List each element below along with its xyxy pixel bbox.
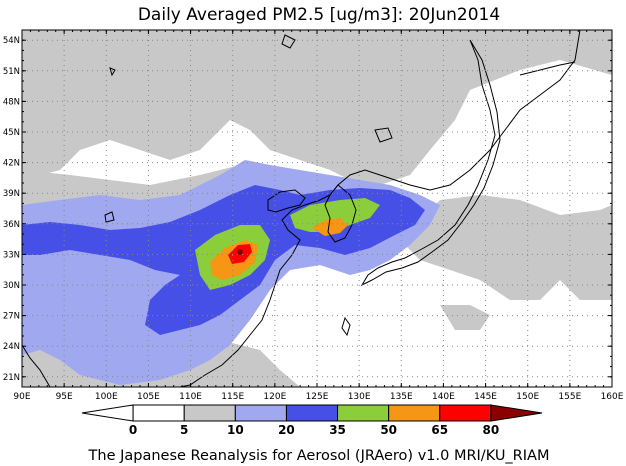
coast-lake-1 [281, 34, 296, 49]
coast-lake-3 [104, 211, 115, 223]
lat-tick-label: 45N [3, 128, 20, 138]
map-panel: 90E 95E 100E 105E 110E 115E 120E 125E 130E 135E 14… [3, 29, 624, 402]
latitude-labels: 54N 51N 48N 45N 42N 39N 36N 33N 30N 27N 24N 21N [3, 36, 20, 383]
colorbar-cell [183, 404, 236, 422]
colorbar-cell [81, 404, 134, 422]
orange-region-east [312, 218, 348, 236]
graticule [22, 30, 612, 387]
colorbar-level-label: 35 [329, 423, 346, 437]
coast-taiwan [341, 316, 351, 337]
colorbar-level-label: 50 [380, 423, 397, 437]
colorbar-cell [234, 404, 287, 422]
colorbar-level-label: 0 [129, 423, 137, 437]
colorbar-level-label: 80 [483, 423, 500, 437]
colorbar-level-label: 20 [278, 423, 295, 437]
lon-tick-label: 160E [601, 392, 624, 402]
coast-korea [324, 184, 357, 243]
lon-tick-label: 100E [95, 392, 118, 402]
lon-tick-label: 95E [56, 392, 73, 402]
pm25-shading [22, 30, 612, 387]
longitude-labels: 90E 95E 100E 105E 110E 115E 120E 125E 130E 135E 14… [13, 392, 623, 402]
lon-tick-label: 145E [474, 392, 497, 402]
lon-tick-label: 120E [263, 392, 286, 402]
lon-tick-label: 90E [13, 392, 30, 402]
lon-tick-label: 130E [348, 392, 371, 402]
coast-kuril [519, 61, 576, 76]
lat-tick-label: 42N [3, 159, 20, 169]
peak-spot [237, 249, 243, 255]
gray-region-north [22, 30, 612, 185]
colorbar-cell [439, 404, 492, 422]
lon-tick-label: 125E [306, 392, 329, 402]
colorbar-cell [337, 404, 390, 422]
lon-tick-label: 105E [137, 392, 160, 402]
lon-tick-label: 135E [390, 392, 413, 402]
lat-tick-label: 33N [3, 250, 20, 260]
colorbar-level-label: 10 [227, 423, 244, 437]
lat-tick-label: 21N [3, 373, 20, 383]
lat-tick-label: 30N [3, 281, 20, 291]
lon-tick-label: 150E [516, 392, 539, 402]
colorbar-cell [490, 404, 543, 422]
footer-credit: The Japanese Reanalysis for Aerosol (JRA… [88, 448, 550, 464]
lon-tick-label: 110E [179, 392, 202, 402]
lat-tick-label: 39N [3, 189, 20, 199]
lat-tick-label: 51N [3, 67, 20, 77]
lat-tick-label: 36N [3, 220, 20, 230]
colorbar-level-label: 65 [431, 423, 448, 437]
lon-tick-label: 155E [558, 392, 581, 402]
colorbar-cell [285, 404, 339, 422]
gray-region-east [400, 195, 612, 300]
lat-tick-label: 27N [3, 312, 20, 322]
colorbar: 0 5 10 20 35 50 65 80 [81, 404, 543, 437]
map-title: Daily Averaged PM2.5 [ug/m3]: 20Jun2014 [138, 5, 500, 25]
axis-ticks [21, 29, 613, 388]
coast-small-island [109, 67, 116, 77]
coast-bohai [267, 189, 306, 213]
lat-tick-label: 48N [3, 97, 20, 107]
gray-region-southeast [440, 305, 490, 330]
lon-tick-label: 140E [432, 392, 455, 402]
lon-tick-label: 115E [221, 392, 244, 402]
colorbar-cell [388, 404, 441, 422]
coast-southwest [22, 344, 51, 387]
coast-lake-2 [374, 127, 393, 143]
lat-tick-label: 54N [3, 36, 20, 46]
colorbar-level-label: 5 [180, 423, 188, 437]
colorbar-cell [132, 404, 185, 422]
lat-tick-label: 24N [3, 342, 20, 352]
